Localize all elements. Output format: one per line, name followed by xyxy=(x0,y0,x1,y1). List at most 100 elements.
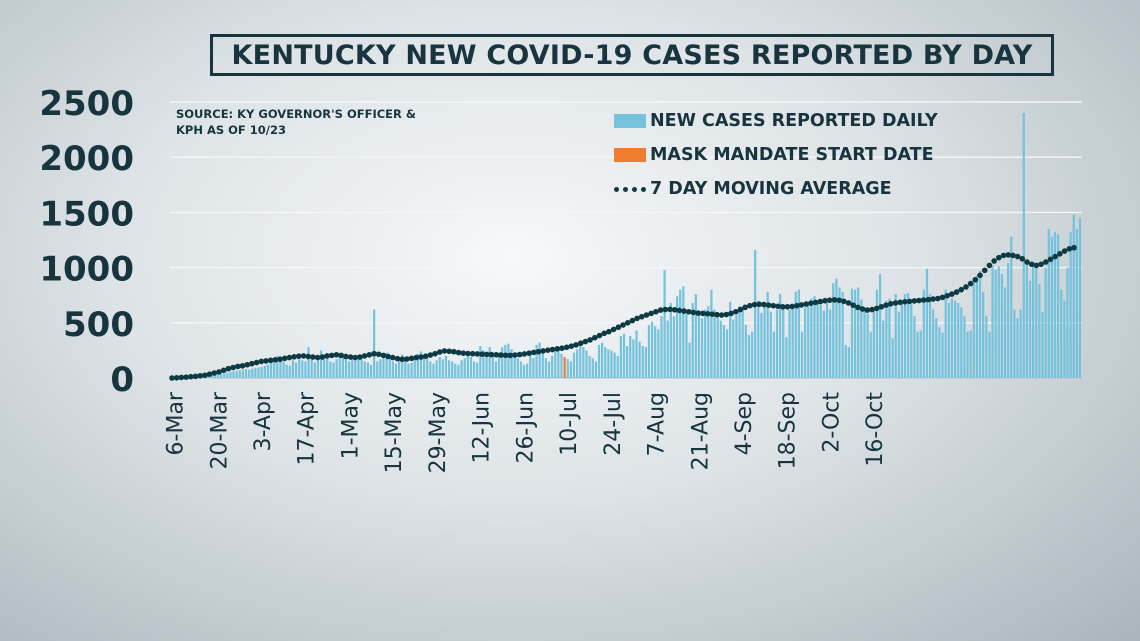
daily-cases-bar xyxy=(978,270,982,378)
daily-cases-bar xyxy=(672,316,676,378)
daily-cases-bar xyxy=(685,313,688,378)
moving-average-dot xyxy=(714,311,720,318)
moving-average-dot xyxy=(869,306,875,313)
daily-cases-bar xyxy=(213,374,216,378)
moving-average-dot xyxy=(324,353,330,359)
daily-cases-bar xyxy=(451,361,454,378)
legend-swatch-mask xyxy=(614,148,646,162)
moving-average-dot xyxy=(723,311,730,318)
moving-average-dot xyxy=(366,352,373,358)
daily-cases-bar xyxy=(510,349,513,378)
daily-cases-bar xyxy=(594,361,597,378)
daily-cases-bar xyxy=(785,337,788,378)
daily-cases-bar xyxy=(282,361,285,378)
moving-average-dot xyxy=(1043,259,1049,265)
daily-cases-bar xyxy=(688,342,691,378)
daily-cases-bar xyxy=(547,361,551,378)
x-tick-label: 7-Aug xyxy=(645,392,670,456)
moving-average-dot xyxy=(319,354,326,360)
daily-cases-bar xyxy=(497,352,501,378)
moving-average-dot xyxy=(380,352,387,359)
daily-cases-bar xyxy=(1050,236,1053,378)
x-tick-label: 12-Jun xyxy=(470,392,495,464)
moving-average-dot xyxy=(667,306,673,313)
moving-average-dot xyxy=(794,302,800,309)
daily-cases-bar xyxy=(332,362,335,378)
daily-cases-bar xyxy=(638,341,641,378)
moving-average-dot xyxy=(887,301,894,307)
moving-average-dot xyxy=(220,367,227,374)
daily-cases-bar xyxy=(351,358,354,378)
daily-cases-bar xyxy=(313,362,316,378)
daily-cases-bar xyxy=(398,359,401,378)
daily-cases-bar xyxy=(435,360,438,378)
daily-cases-bar xyxy=(529,353,532,378)
moving-average-dot xyxy=(1038,261,1044,268)
daily-cases-bar xyxy=(897,311,900,378)
daily-cases-bar xyxy=(910,304,913,378)
moving-average-dot xyxy=(930,296,936,302)
moving-average-dot xyxy=(643,312,650,318)
mask-mandate-bar xyxy=(563,357,566,378)
daily-cases-bar xyxy=(301,360,304,378)
moving-average-dot xyxy=(709,311,716,317)
daily-cases-bar xyxy=(522,364,526,378)
moving-average-dot xyxy=(512,352,518,358)
moving-average-dot xyxy=(263,358,269,364)
daily-cases-bar xyxy=(891,338,894,378)
moving-average-dot xyxy=(281,355,288,362)
daily-cases-bar xyxy=(1047,228,1050,378)
daily-cases-bar xyxy=(772,331,776,378)
daily-cases-bar xyxy=(1032,262,1035,378)
daily-cases-bar xyxy=(825,302,829,378)
moving-average-dot xyxy=(455,349,462,356)
daily-cases-bar xyxy=(875,289,879,378)
moving-average-dot xyxy=(465,350,471,357)
daily-cases-bar xyxy=(807,304,810,378)
moving-average-dot xyxy=(272,356,279,363)
daily-cases-bar xyxy=(835,278,838,378)
moving-average-dot xyxy=(1000,252,1007,259)
daily-cases-bar xyxy=(800,331,804,378)
moving-average-dot xyxy=(732,308,739,315)
daily-cases-bar xyxy=(632,339,635,378)
daily-cases-bar xyxy=(538,342,541,378)
daily-cases-bar xyxy=(1000,274,1004,378)
daily-cases-bar xyxy=(285,364,288,378)
daily-cases-bar xyxy=(669,302,672,378)
daily-cases-bar xyxy=(991,265,994,378)
moving-average-dot xyxy=(394,355,401,362)
moving-average-dot xyxy=(267,357,274,364)
daily-cases-bar xyxy=(700,318,704,378)
daily-cases-bar xyxy=(1069,232,1072,378)
daily-cases-bar xyxy=(1013,309,1016,378)
daily-cases-bar xyxy=(491,354,494,378)
daily-cases-bar xyxy=(694,294,697,378)
daily-cases-bar xyxy=(822,310,825,378)
moving-average-dot xyxy=(375,351,382,358)
moving-average-dot xyxy=(648,310,654,317)
daily-cases-bar xyxy=(882,320,885,378)
daily-cases-bar xyxy=(1028,280,1032,378)
moving-average-dot xyxy=(953,289,960,295)
daily-cases-bar xyxy=(810,298,813,378)
daily-cases-bar xyxy=(844,344,847,378)
moving-average-dot xyxy=(1019,255,1026,262)
daily-cases-bar xyxy=(251,368,254,378)
daily-cases-bar xyxy=(344,359,348,378)
chart-title: KENTUCKY NEW COVID-19 CASES REPORTED BY … xyxy=(210,34,1054,76)
moving-average-dot xyxy=(634,315,640,322)
moving-average-dot xyxy=(352,354,359,361)
y-tick-label: 1000 xyxy=(39,250,134,290)
daily-cases-bar xyxy=(244,369,248,378)
x-tick-label: 4-Sep xyxy=(732,392,757,455)
daily-cases-bar xyxy=(963,316,966,378)
daily-cases-bar xyxy=(941,332,944,378)
daily-cases-bar xyxy=(569,361,573,378)
moving-average-dot xyxy=(1047,256,1054,263)
daily-cases-bar xyxy=(401,354,404,378)
moving-average-dot xyxy=(216,369,222,375)
moving-average-dot xyxy=(770,302,777,309)
moving-average-dots xyxy=(169,244,1077,381)
moving-average-dot xyxy=(432,350,438,357)
